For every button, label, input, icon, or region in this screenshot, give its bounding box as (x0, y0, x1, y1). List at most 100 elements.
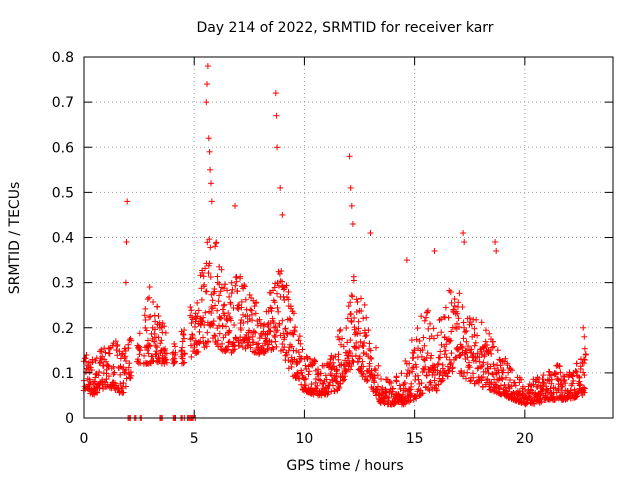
data-point (181, 327, 188, 334)
data-point (143, 327, 150, 334)
data-point (456, 290, 463, 297)
data-point (336, 328, 343, 334)
data-point (273, 343, 280, 350)
data-point (211, 286, 218, 292)
data-point (164, 359, 170, 366)
data-point (302, 362, 309, 369)
data-point (244, 342, 251, 349)
data-point (106, 350, 113, 357)
data-point (349, 293, 356, 300)
data-point (221, 285, 227, 292)
data-point (201, 281, 208, 288)
data-point (122, 347, 129, 354)
data-point (448, 360, 455, 367)
data-point (360, 343, 367, 350)
data-point (207, 274, 214, 280)
data-point (222, 281, 229, 288)
data-point (355, 318, 362, 325)
data-point (237, 273, 244, 280)
data-point (188, 307, 195, 314)
data-point (438, 329, 445, 336)
data-point (348, 310, 354, 317)
data-point (147, 313, 154, 320)
data-point (306, 368, 313, 375)
data-point (96, 360, 103, 367)
data-point (472, 339, 479, 346)
data-point (163, 350, 170, 357)
data-point (105, 373, 112, 380)
data-point (361, 301, 368, 308)
data-point (231, 346, 238, 353)
data-point (95, 372, 102, 379)
data-point (231, 322, 238, 328)
data-point (198, 318, 205, 325)
data-point (269, 344, 276, 351)
data-point (360, 315, 367, 322)
data-point (145, 350, 152, 357)
data-point (202, 265, 208, 272)
data-point (172, 349, 179, 356)
data-point (482, 338, 489, 345)
data-point (200, 314, 207, 321)
data-point (295, 371, 302, 378)
data-point (445, 314, 452, 321)
data-point (114, 341, 121, 348)
data-point (282, 325, 289, 332)
data-point (366, 346, 373, 352)
data-point (322, 372, 329, 379)
data-point (180, 360, 187, 367)
data-point (451, 303, 458, 309)
data-point (225, 339, 232, 346)
data-point (267, 328, 274, 335)
data-point (358, 295, 364, 302)
data-point (217, 315, 223, 322)
data-point (253, 299, 260, 306)
data-point (330, 382, 336, 389)
data-point (293, 347, 300, 354)
data-point (120, 389, 127, 396)
data-point (188, 320, 195, 327)
data-point (296, 333, 303, 340)
data-point (499, 376, 506, 383)
data-point (276, 322, 283, 328)
data-point (249, 333, 256, 340)
data-point (194, 299, 201, 306)
data-point (135, 356, 141, 363)
data-point (122, 383, 129, 390)
data-point (142, 317, 149, 323)
data-point (448, 328, 455, 335)
data-point (307, 355, 313, 362)
data-point (272, 323, 279, 330)
data-point (415, 376, 422, 383)
data-point (288, 343, 295, 350)
data-point (89, 359, 96, 366)
data-point (290, 331, 297, 338)
data-point (337, 380, 344, 387)
data-point (272, 338, 279, 345)
data-point (228, 317, 234, 324)
data-point (278, 268, 285, 274)
data-point (447, 289, 454, 296)
data-point (187, 304, 194, 310)
data-point (158, 324, 165, 331)
data-point (247, 306, 254, 313)
data-point (299, 346, 306, 353)
data-point (179, 344, 186, 351)
data-point (104, 361, 111, 368)
data-point (333, 378, 340, 385)
data-point (408, 337, 415, 344)
data-point (181, 335, 188, 342)
data-point (459, 304, 466, 310)
data-point (211, 332, 218, 339)
data-point (152, 326, 158, 333)
data-point (150, 357, 157, 364)
data-point (146, 284, 153, 290)
data-point (276, 270, 283, 277)
data-point (187, 342, 194, 349)
data-point (451, 296, 458, 302)
data-point (144, 296, 151, 303)
data-point (263, 337, 270, 344)
data-point (215, 298, 222, 305)
data-point (355, 344, 362, 351)
data-point (314, 382, 321, 389)
